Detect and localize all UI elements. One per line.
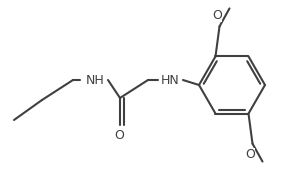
Text: O: O — [114, 129, 124, 142]
Text: O: O — [213, 9, 222, 22]
Text: NH: NH — [86, 73, 104, 87]
Text: HN: HN — [161, 73, 179, 87]
Text: O: O — [245, 148, 256, 161]
